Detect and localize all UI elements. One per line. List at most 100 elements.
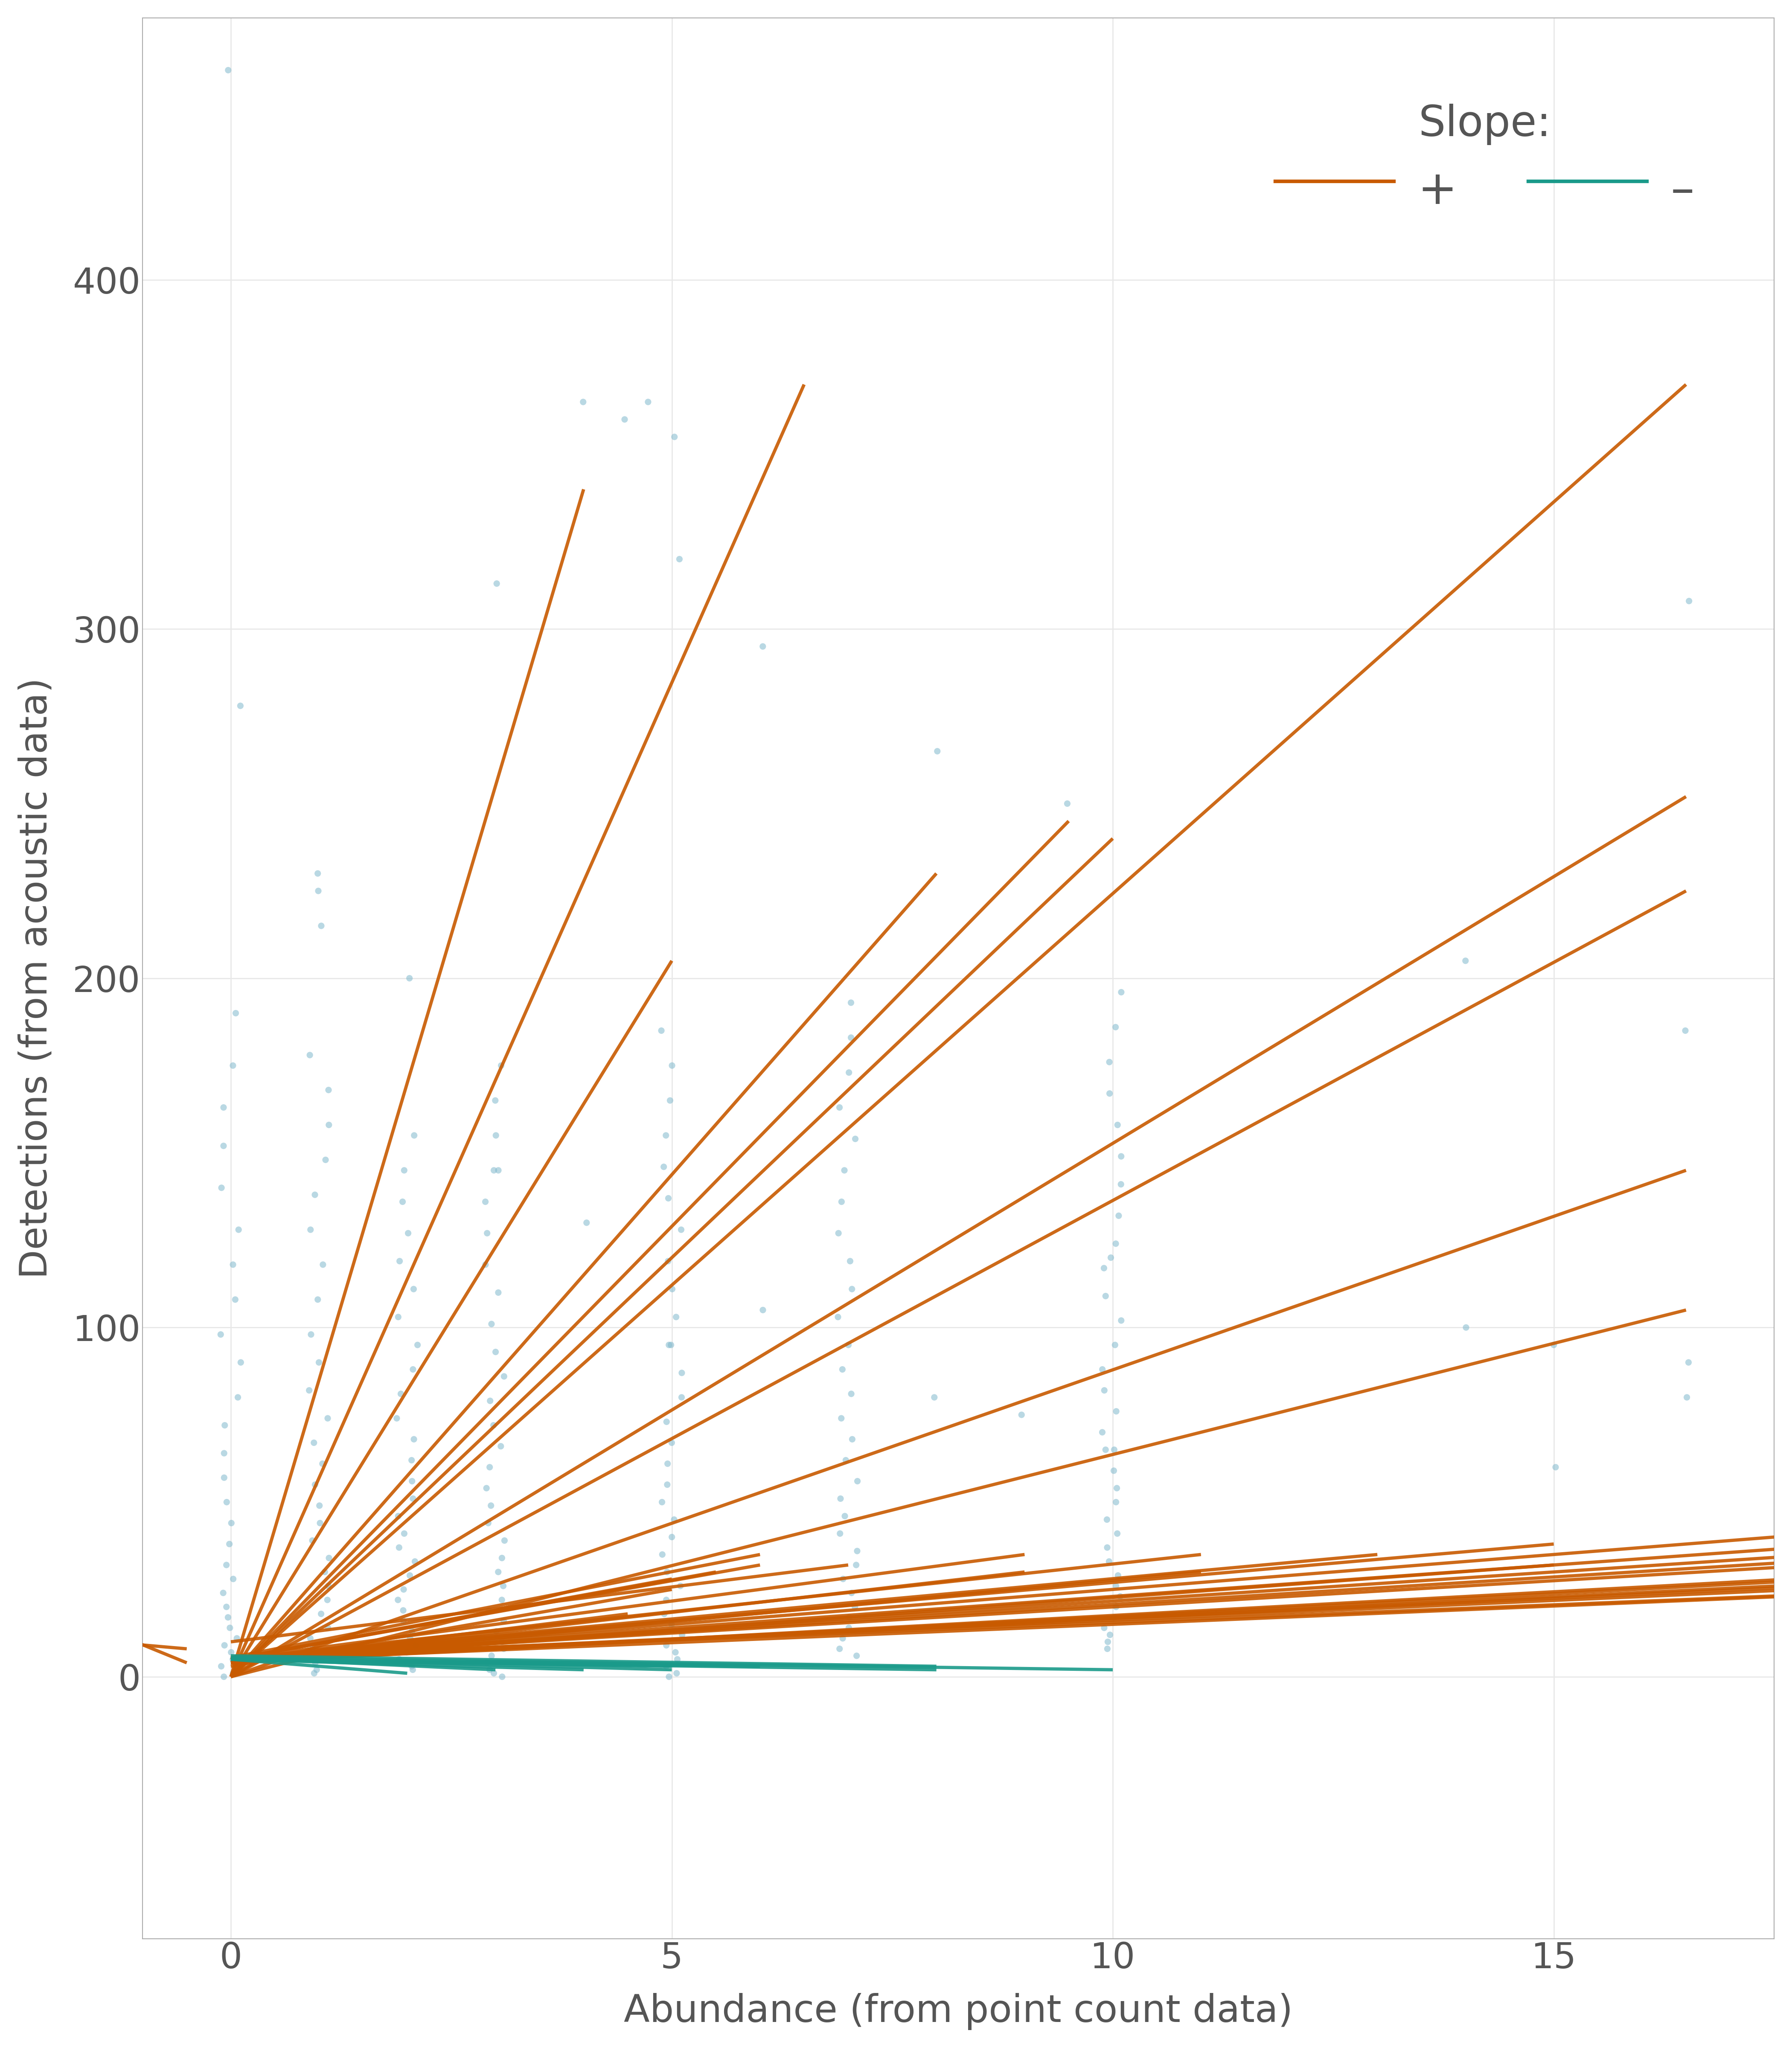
Legend: +, –: +, – bbox=[1251, 80, 1719, 242]
Point bbox=[828, 1354, 857, 1386]
Point bbox=[301, 1647, 330, 1679]
Point bbox=[480, 1083, 509, 1116]
Point bbox=[226, 1346, 254, 1378]
Point bbox=[837, 1577, 866, 1610]
Point bbox=[749, 631, 778, 664]
Point bbox=[303, 1284, 332, 1317]
Point bbox=[654, 1448, 683, 1481]
Point bbox=[1102, 1485, 1131, 1518]
Point bbox=[826, 1632, 855, 1665]
Point bbox=[831, 1444, 860, 1477]
Point bbox=[477, 1489, 505, 1522]
Point bbox=[398, 1354, 426, 1386]
Point bbox=[219, 1657, 247, 1690]
Point bbox=[652, 1405, 681, 1438]
Point bbox=[306, 1597, 335, 1630]
Point bbox=[1102, 1518, 1131, 1550]
Point bbox=[1102, 1569, 1131, 1602]
Point bbox=[840, 1122, 869, 1155]
Point bbox=[487, 1583, 516, 1616]
Point bbox=[211, 1548, 240, 1581]
Point bbox=[473, 1507, 502, 1540]
Point bbox=[652, 1118, 681, 1151]
Point bbox=[389, 1604, 418, 1636]
Point bbox=[826, 1483, 855, 1516]
Point bbox=[473, 1647, 502, 1679]
Point bbox=[480, 1153, 509, 1186]
Point bbox=[654, 1329, 683, 1362]
Point bbox=[383, 1300, 412, 1333]
Point bbox=[297, 1319, 326, 1352]
Point bbox=[665, 543, 694, 575]
Point bbox=[475, 1384, 504, 1417]
Point bbox=[210, 1628, 238, 1661]
Point bbox=[663, 1657, 692, 1690]
Point bbox=[667, 1356, 695, 1389]
Point bbox=[1102, 1395, 1131, 1427]
Point bbox=[213, 1485, 242, 1518]
Point bbox=[1676, 584, 1704, 616]
Point bbox=[650, 1597, 679, 1630]
Point bbox=[475, 1593, 504, 1626]
Point bbox=[391, 1518, 419, 1550]
Point bbox=[824, 1092, 853, 1124]
Point bbox=[310, 1556, 339, 1589]
Point bbox=[489, 1632, 518, 1665]
Point bbox=[486, 1430, 514, 1462]
Point bbox=[1102, 1473, 1131, 1505]
Point bbox=[219, 1563, 247, 1595]
Point bbox=[482, 1616, 511, 1649]
Point bbox=[389, 1573, 418, 1606]
Point bbox=[484, 1276, 513, 1309]
Point bbox=[833, 1329, 862, 1362]
Point bbox=[220, 1284, 249, 1317]
Point bbox=[482, 567, 511, 600]
Point bbox=[654, 1182, 683, 1214]
Point bbox=[1107, 1305, 1136, 1337]
Point bbox=[842, 1638, 871, 1671]
Point bbox=[314, 1612, 342, 1645]
Point bbox=[1107, 975, 1136, 1008]
Point bbox=[1100, 1602, 1129, 1634]
Point bbox=[652, 1651, 681, 1683]
Point bbox=[652, 1628, 681, 1661]
Point bbox=[828, 1186, 857, 1219]
Point bbox=[1090, 1374, 1118, 1407]
Point bbox=[396, 1559, 425, 1591]
Point bbox=[824, 1217, 853, 1249]
Point bbox=[473, 1217, 502, 1249]
Point bbox=[303, 1653, 332, 1686]
Point bbox=[206, 1319, 235, 1352]
Point bbox=[314, 1583, 342, 1616]
Point bbox=[649, 1151, 677, 1184]
Point bbox=[480, 1657, 509, 1690]
Point bbox=[667, 1569, 695, 1602]
Point bbox=[1100, 1329, 1129, 1362]
Point bbox=[398, 1483, 426, 1516]
Point bbox=[484, 1153, 513, 1186]
Point bbox=[482, 1335, 511, 1368]
Point bbox=[219, 1049, 247, 1081]
Point bbox=[828, 1622, 857, 1655]
Point bbox=[1093, 1632, 1122, 1665]
Point bbox=[842, 1534, 871, 1567]
Point bbox=[1106, 1581, 1134, 1614]
Point bbox=[839, 1423, 867, 1456]
Point bbox=[835, 1612, 864, 1645]
Point bbox=[667, 1380, 695, 1413]
Point bbox=[385, 1245, 414, 1278]
Point bbox=[647, 1485, 676, 1518]
Point bbox=[219, 1247, 247, 1280]
Point bbox=[215, 1612, 244, 1645]
Point bbox=[400, 1272, 428, 1305]
Point bbox=[1539, 1329, 1568, 1362]
Point bbox=[837, 1022, 866, 1055]
Point bbox=[1452, 944, 1480, 977]
Point bbox=[652, 1468, 681, 1501]
Point bbox=[314, 1403, 342, 1436]
Point bbox=[1007, 1399, 1036, 1432]
Point bbox=[568, 385, 597, 418]
Point bbox=[1100, 1454, 1129, 1487]
Point bbox=[1104, 1108, 1133, 1141]
Point bbox=[1102, 1227, 1131, 1260]
